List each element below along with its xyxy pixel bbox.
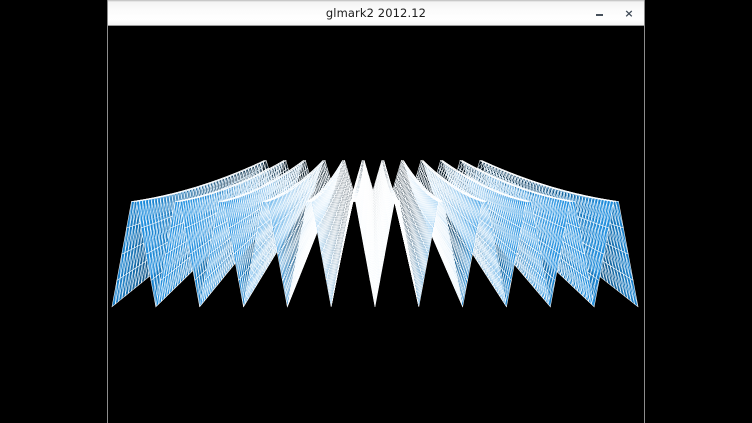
window-controls: × [592,0,636,26]
terrain-mesh [111,159,639,308]
window-title-bar[interactable]: glmark2 2012.12 × [108,0,644,26]
close-icon: × [624,6,634,20]
minimize-button[interactable] [592,6,606,20]
close-button[interactable]: × [622,6,636,20]
wireframe-mesh-scene [108,26,644,423]
window-title-text: glmark2 2012.12 [325,5,427,20]
gl-render-canvas[interactable] [108,26,644,423]
minimize-icon [595,14,603,16]
application-window: glmark2 2012.12 × [107,0,645,423]
